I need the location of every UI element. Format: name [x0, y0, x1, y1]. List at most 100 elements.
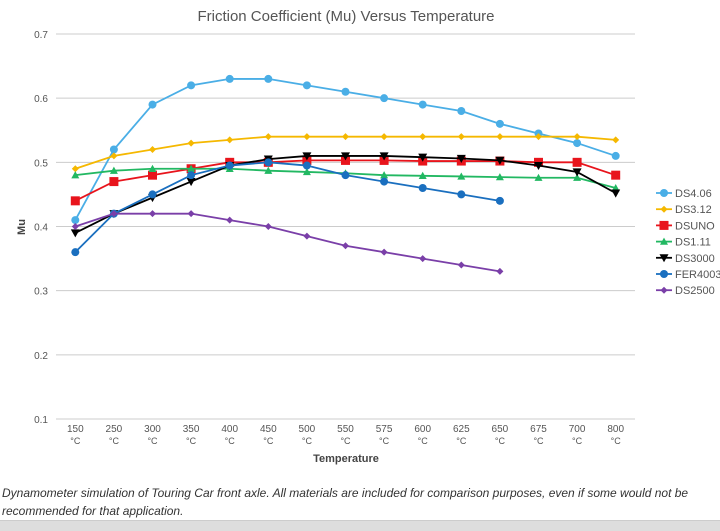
data-point	[419, 133, 427, 141]
legend-label: FER4003	[675, 269, 720, 281]
data-point	[457, 133, 465, 141]
data-point	[302, 167, 311, 176]
data-point	[611, 189, 621, 198]
legend-label: DS3000	[675, 253, 715, 265]
data-point	[71, 165, 79, 173]
x-tick-label: 150	[67, 424, 84, 435]
data-point	[380, 133, 388, 141]
legend-item: DS2500	[656, 285, 715, 297]
x-tick-label: 800	[607, 424, 624, 435]
data-point	[264, 74, 273, 83]
legend-label: DSUNO	[675, 220, 715, 232]
data-point	[572, 168, 582, 177]
data-point	[303, 232, 311, 240]
data-point	[70, 196, 80, 206]
data-point	[187, 81, 196, 90]
x-tick-label: 700	[569, 424, 586, 435]
data-point	[71, 248, 80, 257]
legend-item: DS3000	[656, 253, 715, 265]
x-tick-unit: °C	[495, 436, 506, 446]
x-tick-label: 600	[414, 424, 431, 435]
y-tick-label: 0.4	[34, 223, 48, 234]
legend-label: DS2500	[675, 285, 715, 297]
series-DS4.06	[71, 74, 620, 225]
data-point	[495, 119, 504, 128]
data-point	[264, 158, 273, 167]
data-point	[148, 190, 157, 199]
legend-label: DS1.11	[675, 237, 711, 249]
x-tick-label: 550	[337, 424, 354, 435]
series-DS3.12	[71, 133, 620, 173]
data-point	[71, 171, 80, 179]
data-point	[109, 145, 118, 154]
data-point	[418, 153, 428, 162]
data-point	[226, 216, 234, 224]
x-tick-unit: °C	[340, 436, 351, 446]
data-point	[495, 156, 505, 165]
data-point	[109, 166, 118, 174]
data-point	[660, 286, 668, 294]
x-tick-label: 400	[221, 424, 238, 435]
x-tick-label: 250	[106, 424, 123, 435]
y-tick-label: 0.7	[34, 30, 48, 41]
y-tick-label: 0.1	[34, 415, 48, 426]
x-tick-label: 650	[492, 424, 509, 435]
data-point	[148, 164, 157, 172]
x-tick-label: 500	[299, 424, 316, 435]
data-point	[612, 136, 620, 144]
data-point	[457, 190, 466, 199]
bottom-divider	[0, 520, 720, 531]
x-axis-label: Temperature	[313, 453, 379, 465]
x-tick-unit: °C	[109, 436, 120, 446]
x-tick-unit: °C	[418, 436, 429, 446]
data-point	[660, 270, 668, 278]
data-point	[264, 223, 272, 230]
series-DS2500	[71, 210, 504, 275]
data-point	[341, 87, 350, 96]
data-point	[496, 267, 504, 275]
data-point	[418, 171, 427, 180]
x-tick-unit: °C	[225, 436, 236, 446]
data-point	[341, 171, 350, 180]
x-tick-unit: °C	[302, 436, 313, 446]
legend-label: DS4.06	[675, 188, 712, 200]
data-point	[71, 223, 79, 230]
data-point	[534, 161, 543, 171]
data-point	[110, 210, 118, 218]
x-tick-unit: °C	[379, 436, 390, 446]
caption: Dynamometer simulation of Touring Car fr…	[2, 486, 689, 518]
x-tick-unit: °C	[533, 436, 544, 446]
data-point	[379, 152, 389, 161]
x-tick-label: 450	[260, 424, 277, 435]
data-point	[341, 152, 350, 161]
data-point	[302, 152, 312, 161]
line-chart: Friction Coefficient (Mu) Versus Tempera…	[16, 8, 720, 465]
series-line	[75, 212, 501, 273]
data-point	[418, 100, 427, 109]
data-point	[380, 248, 388, 256]
data-point	[457, 261, 465, 269]
data-point	[225, 161, 234, 170]
chart-title: Friction Coefficient (Mu) Versus Tempera…	[197, 8, 494, 25]
data-point	[457, 172, 466, 180]
data-point	[495, 173, 504, 181]
x-tick-label: 575	[376, 424, 393, 435]
data-point	[186, 177, 196, 187]
x-tick-unit: °C	[263, 436, 274, 446]
data-point	[302, 81, 311, 90]
data-point	[573, 173, 582, 181]
data-point	[71, 216, 80, 225]
data-point	[419, 255, 427, 263]
data-point	[110, 152, 118, 160]
data-point	[70, 229, 80, 238]
data-point	[342, 242, 349, 250]
data-point	[109, 177, 119, 187]
data-point	[149, 210, 156, 218]
data-point	[380, 177, 389, 186]
data-point	[149, 146, 156, 153]
data-point	[302, 161, 311, 170]
x-tick-unit: °C	[147, 436, 158, 446]
y-axis-label: Mu	[16, 219, 28, 235]
series-line	[74, 161, 501, 253]
data-point	[534, 173, 543, 181]
